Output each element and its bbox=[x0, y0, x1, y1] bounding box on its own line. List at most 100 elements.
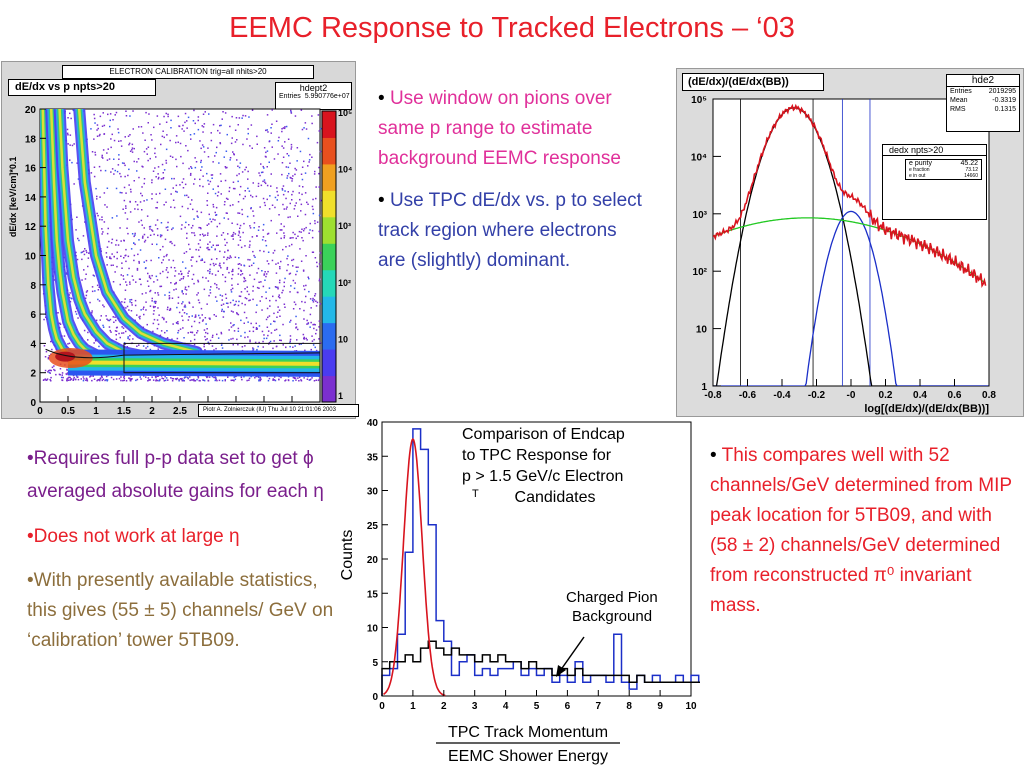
heatmap-cell bbox=[146, 345, 149, 348]
heatmap-cell bbox=[98, 134, 101, 137]
heatmap-cell bbox=[291, 178, 294, 180]
heatmap-cell bbox=[214, 211, 216, 214]
heatmap-cell bbox=[243, 278, 246, 280]
heatmap-cell bbox=[286, 153, 288, 155]
heatmap-cell bbox=[285, 208, 288, 210]
heatmap-cell bbox=[149, 228, 151, 230]
heatmap-cell bbox=[314, 295, 316, 297]
heatmap-cell bbox=[279, 297, 281, 299]
heatmap-cell bbox=[240, 274, 242, 276]
heatmap-cell bbox=[266, 233, 269, 235]
heatmap-cell bbox=[282, 156, 285, 158]
heatmap-cell bbox=[252, 215, 255, 217]
heatmap-cell bbox=[96, 212, 98, 215]
heatmap-cell bbox=[263, 250, 265, 253]
heatmap-cell bbox=[182, 293, 184, 295]
heatmap-cell bbox=[215, 315, 217, 317]
dedx-mean-label: Mean bbox=[950, 97, 968, 104]
heatmap-cell bbox=[129, 283, 131, 285]
y-tick-label: 10 bbox=[25, 252, 37, 263]
heatmap-cell bbox=[134, 299, 137, 302]
colorbar-segment bbox=[322, 349, 336, 377]
heatmap-cell bbox=[47, 369, 50, 372]
heatmap-cell bbox=[311, 340, 314, 342]
heatmap-cell bbox=[131, 304, 133, 306]
heatmap-cell bbox=[132, 110, 134, 112]
heatmap-cell bbox=[216, 379, 218, 382]
colorbar-tick-label: 10³ bbox=[338, 221, 351, 231]
heatmap-cell bbox=[210, 286, 212, 288]
heatmap-cell bbox=[119, 191, 121, 194]
chart-title-subscript: T bbox=[472, 488, 479, 500]
canvas-footer: Piotr A. Zolnierczuk (IU) Thu Jul 10 21:… bbox=[203, 407, 336, 413]
heatmap-cell bbox=[178, 378, 180, 381]
heatmap-cell bbox=[220, 267, 222, 269]
heatmap-cell bbox=[159, 249, 162, 251]
heatmap-cell bbox=[290, 143, 293, 146]
heatmap-cell bbox=[191, 232, 193, 234]
heatmap-cell bbox=[243, 276, 245, 279]
heatmap-cell bbox=[207, 147, 209, 149]
heatmap-cell bbox=[155, 379, 158, 381]
heatmap-cell bbox=[140, 378, 142, 380]
heatmap-cell bbox=[139, 278, 141, 280]
heatmap-cell bbox=[212, 203, 214, 206]
heatmap-cell bbox=[206, 376, 208, 379]
heatmap-cell bbox=[123, 379, 125, 382]
heatmap-cell bbox=[105, 315, 107, 317]
heatmap-cell bbox=[300, 109, 303, 111]
heatmap-cell bbox=[129, 380, 132, 382]
heatmap-cell bbox=[129, 281, 131, 283]
heatmap-cell bbox=[151, 198, 153, 200]
heatmap-cell bbox=[53, 279, 56, 281]
heatmap-cell bbox=[102, 157, 104, 159]
heatmap-cell bbox=[115, 239, 118, 242]
heatmap-cell bbox=[161, 234, 163, 237]
heatmap-cell bbox=[136, 170, 138, 172]
heatmap-cell bbox=[166, 267, 168, 269]
heatmap-cell bbox=[238, 166, 241, 169]
heatmap-cell bbox=[237, 263, 240, 265]
bullet-marker: • bbox=[27, 448, 34, 469]
heatmap-cell bbox=[281, 229, 283, 231]
heatmap-cell bbox=[262, 340, 264, 343]
heatmap-cell bbox=[277, 286, 279, 289]
heatmap-cell bbox=[315, 197, 317, 200]
heatmap-cell bbox=[257, 376, 260, 379]
heatmap-cell bbox=[295, 323, 297, 325]
heatmap-cell bbox=[153, 310, 155, 312]
heatmap-cell bbox=[215, 263, 217, 265]
heatmap-cell bbox=[240, 291, 243, 293]
heatmap-cell bbox=[286, 175, 289, 177]
heatmap-cell bbox=[310, 348, 312, 351]
heatmap-cell bbox=[274, 286, 277, 288]
heatmap-cell bbox=[312, 251, 315, 253]
heatmap-cell bbox=[318, 166, 320, 169]
heatmap-cell bbox=[155, 193, 157, 195]
heatmap-cell bbox=[106, 206, 108, 208]
heatmap-cell bbox=[181, 181, 184, 184]
heatmap-cell bbox=[171, 377, 174, 380]
heatmap-cell bbox=[179, 378, 182, 380]
heatmap-cell bbox=[207, 179, 209, 182]
heatmap-cell bbox=[275, 272, 278, 274]
heatmap-cell bbox=[291, 259, 293, 262]
heatmap-cell bbox=[208, 272, 211, 275]
heatmap-cell bbox=[249, 244, 251, 246]
heatmap-cell bbox=[308, 290, 310, 293]
heatmap-cell bbox=[101, 379, 104, 382]
heatmap-cell bbox=[158, 176, 160, 179]
heatmap-cell bbox=[100, 315, 102, 317]
heatmap-cell bbox=[231, 270, 233, 273]
heatmap-cell bbox=[115, 330, 118, 332]
heatmap-cell bbox=[110, 138, 112, 140]
heatmap-cell bbox=[159, 235, 162, 238]
heatmap-cell bbox=[207, 243, 209, 245]
heatmap-cell bbox=[283, 303, 286, 305]
heatmap-cell bbox=[44, 378, 46, 380]
heatmap-cell bbox=[164, 379, 167, 382]
heatmap-cell bbox=[203, 345, 205, 348]
heatmap-cell bbox=[257, 267, 260, 270]
heatmap-cell bbox=[141, 165, 143, 168]
heatmap-cell bbox=[264, 155, 267, 158]
